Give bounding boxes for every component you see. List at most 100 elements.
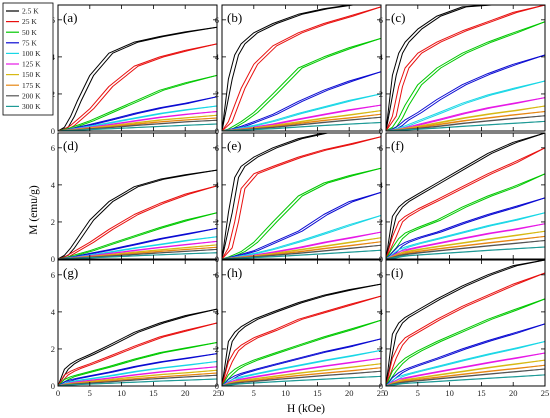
panel-frame bbox=[57, 259, 218, 387]
series-line-25k bbox=[58, 43, 217, 131]
x-tick-label: 5 bbox=[252, 388, 256, 398]
panel-label: (g) bbox=[63, 265, 78, 280]
y-tick-label: 2 bbox=[215, 217, 219, 227]
y-tick-label: 4 bbox=[215, 307, 220, 317]
curves bbox=[386, 5, 545, 131]
x-tick-label: 15 bbox=[313, 388, 322, 398]
series-line-25k bbox=[386, 260, 545, 386]
series-line-125k bbox=[386, 223, 545, 259]
series-branch-300k bbox=[58, 378, 217, 386]
series-branch-125k bbox=[386, 223, 545, 259]
y-tick-label: 2 bbox=[379, 217, 383, 227]
legend-entry: 75 K bbox=[22, 38, 37, 47]
series-branch-25k bbox=[222, 5, 381, 131]
x-tick-label: 10 bbox=[445, 388, 454, 398]
x-tick-label: 20 bbox=[345, 388, 354, 398]
x-tick-label: 10 bbox=[117, 388, 126, 398]
panel-6: 0 2 4 6 (f) bbox=[379, 132, 546, 264]
y-axis-title: M (emu/g) bbox=[28, 185, 40, 235]
x-tick-label: 0 bbox=[384, 388, 388, 398]
series-line-75k bbox=[222, 191, 381, 259]
x-axis-title: H (kOe) bbox=[287, 403, 325, 415]
series-branch-25k bbox=[222, 136, 381, 259]
series-line-50k bbox=[58, 74, 217, 131]
y-tick-label: 0 bbox=[379, 381, 383, 391]
x-tick-label: 5 bbox=[416, 388, 420, 398]
panel-5: 0 2 4 6 (e) bbox=[215, 132, 382, 264]
series-line-50k bbox=[386, 298, 545, 386]
series-branch-25k bbox=[58, 26, 217, 131]
y-tick-label: 6 bbox=[379, 15, 383, 25]
y-tick-label: 6 bbox=[215, 15, 219, 25]
panel-label: (c) bbox=[391, 10, 405, 25]
series-line-125k bbox=[222, 357, 381, 386]
y-tick-label: 0 bbox=[379, 126, 383, 136]
legend-entry: 25 K bbox=[22, 17, 37, 26]
legend-entry: 125 K bbox=[22, 60, 41, 69]
panel-label: (a) bbox=[63, 10, 77, 25]
series-branch-25k bbox=[386, 147, 545, 259]
y-tick-label: 4 bbox=[51, 180, 56, 190]
curves bbox=[222, 5, 381, 131]
x-tick-label: 10 bbox=[281, 388, 290, 398]
legend-entry: 200 K bbox=[22, 91, 41, 100]
x-tick-label: 15 bbox=[477, 388, 486, 398]
series-branch-25k bbox=[222, 133, 381, 259]
panel-frame bbox=[385, 132, 546, 260]
y-tick-label: 0 bbox=[51, 254, 55, 264]
series-branch-25k bbox=[222, 6, 381, 131]
y-tick-label: 2 bbox=[379, 344, 383, 354]
panel-3: 0 2 4 6 (c) bbox=[379, 4, 546, 136]
series-line-150k bbox=[386, 230, 545, 259]
x-tick-label: 15 bbox=[149, 388, 158, 398]
series-branch-75k bbox=[58, 353, 217, 386]
series-branch-25k bbox=[386, 5, 545, 131]
panel-label: (f) bbox=[391, 138, 404, 153]
series-line-25k bbox=[386, 133, 545, 259]
series-branch-50k bbox=[386, 298, 545, 386]
series-branch-25k bbox=[386, 133, 545, 259]
curves bbox=[386, 133, 545, 259]
series-line-100k bbox=[386, 80, 545, 131]
series-branch-300k bbox=[386, 246, 545, 259]
panel-1: 0 2 4 6 (a) bbox=[51, 4, 218, 136]
series-line-100k bbox=[386, 212, 545, 259]
y-tick-label: 6 bbox=[215, 143, 219, 153]
y-tick-label: 6 bbox=[51, 143, 55, 153]
series-line-25k bbox=[386, 272, 545, 386]
x-tick-label: 25 bbox=[377, 388, 386, 398]
series-line-25k bbox=[386, 5, 545, 131]
series-line-50k bbox=[386, 173, 545, 259]
series-branch-75k bbox=[222, 338, 381, 386]
series-line-25k bbox=[386, 147, 545, 259]
legend-entry: 150 K bbox=[22, 70, 41, 79]
y-tick-label: 2 bbox=[215, 89, 219, 99]
panel-frame bbox=[221, 132, 382, 260]
curves bbox=[222, 283, 381, 386]
series-branch-25k bbox=[58, 185, 217, 259]
panel-label: (b) bbox=[227, 10, 242, 25]
series-line-75k bbox=[58, 353, 217, 386]
series-line-25k bbox=[58, 26, 217, 131]
y-tick-label: 2 bbox=[51, 344, 55, 354]
panel-frame bbox=[57, 132, 218, 260]
series-line-25k bbox=[58, 185, 217, 259]
curves bbox=[58, 169, 217, 259]
series-branch-25k bbox=[386, 260, 545, 386]
y-tick-label: 0 bbox=[215, 254, 219, 264]
series-line-125k bbox=[386, 352, 545, 386]
y-tick-label: 4 bbox=[379, 180, 384, 190]
series-line-50k bbox=[58, 342, 217, 386]
panel-frame bbox=[385, 4, 546, 132]
y-tick-label: 0 bbox=[379, 254, 383, 264]
series-line-75k bbox=[222, 71, 381, 131]
series-line-25k bbox=[222, 295, 381, 386]
y-tick-label: 4 bbox=[379, 52, 384, 62]
x-tick-label: 25 bbox=[213, 388, 222, 398]
series-branch-50k bbox=[222, 37, 381, 131]
series-line-50k bbox=[222, 37, 381, 131]
panel-4: 0 2 4 6 (d) bbox=[51, 132, 218, 264]
